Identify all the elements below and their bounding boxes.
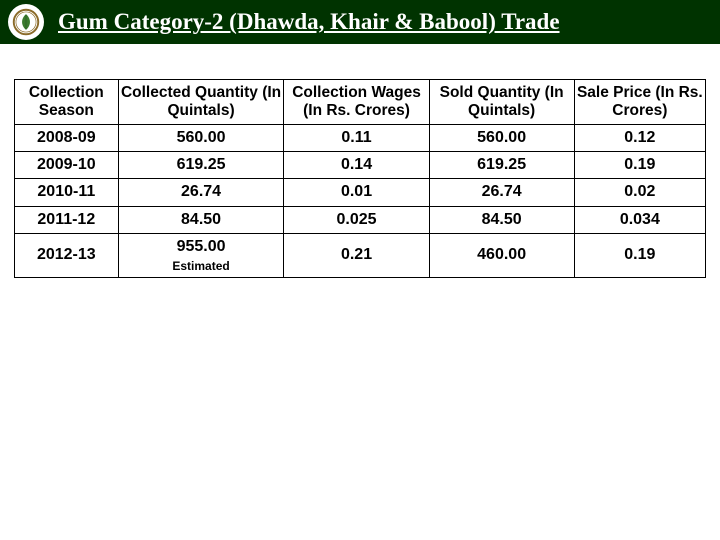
cell-sold-qty: 26.74 [429, 179, 574, 206]
cell-sale-price: 0.19 [574, 234, 705, 278]
cell-sale-price: 0.19 [574, 152, 705, 179]
cell-wages: 0.01 [284, 179, 429, 206]
trade-table-container: Collection Season Collected Quantity (In… [0, 45, 720, 278]
col-header-sale-price: Sale Price (In Rs. Crores) [574, 80, 705, 125]
cell-value: 560.00 [121, 129, 282, 147]
cell-sale-price: 0.12 [574, 124, 705, 151]
cell-collected-qty: 26.74 [118, 179, 284, 206]
col-header-collected-qty: Collected Quantity (In Quintals) [118, 80, 284, 125]
trade-table: Collection Season Collected Quantity (In… [14, 79, 706, 278]
cell-value: 84.50 [121, 211, 282, 229]
cell-season: 2008-09 [15, 124, 119, 151]
table-row: 2011-1284.500.02584.500.034 [15, 206, 706, 233]
table-row: 2009-10619.250.14619.250.19 [15, 152, 706, 179]
cell-wages: 0.11 [284, 124, 429, 151]
cell-sold-qty: 619.25 [429, 152, 574, 179]
cell-wages: 0.21 [284, 234, 429, 278]
page-title: Gum Category-2 (Dhawda, Khair & Babool) … [58, 9, 560, 35]
cell-wages: 0.14 [284, 152, 429, 179]
cell-season: 2011-12 [15, 206, 119, 233]
cell-collected-qty: 619.25 [118, 152, 284, 179]
cell-sold-qty: 84.50 [429, 206, 574, 233]
table-row: 2008-09560.000.11560.000.12 [15, 124, 706, 151]
cell-value: 955.00 [121, 238, 282, 256]
cell-note: Estimated [121, 257, 282, 273]
cell-wages: 0.025 [284, 206, 429, 233]
col-header-sold-qty: Sold Quantity (In Quintals) [429, 80, 574, 125]
cell-season: 2010-11 [15, 179, 119, 206]
table-row: 2012-13955.00Estimated0.21460.000.19 [15, 234, 706, 278]
cell-sale-price: 0.02 [574, 179, 705, 206]
logo-icon [8, 4, 44, 40]
cell-collected-qty: 560.00 [118, 124, 284, 151]
header-bar: Gum Category-2 (Dhawda, Khair & Babool) … [0, 0, 720, 45]
col-header-season: Collection Season [15, 80, 119, 125]
cell-sale-price: 0.034 [574, 206, 705, 233]
col-header-wages: Collection Wages (In Rs. Crores) [284, 80, 429, 125]
cell-value: 26.74 [121, 183, 282, 201]
cell-value: 619.25 [121, 156, 282, 174]
cell-collected-qty: 84.50 [118, 206, 284, 233]
cell-season: 2009-10 [15, 152, 119, 179]
cell-sold-qty: 460.00 [429, 234, 574, 278]
table-body: 2008-09560.000.11560.000.122009-10619.25… [15, 124, 706, 277]
cell-collected-qty: 955.00Estimated [118, 234, 284, 278]
cell-sold-qty: 560.00 [429, 124, 574, 151]
cell-season: 2012-13 [15, 234, 119, 278]
table-header-row: Collection Season Collected Quantity (In… [15, 80, 706, 125]
table-row: 2010-1126.740.0126.740.02 [15, 179, 706, 206]
